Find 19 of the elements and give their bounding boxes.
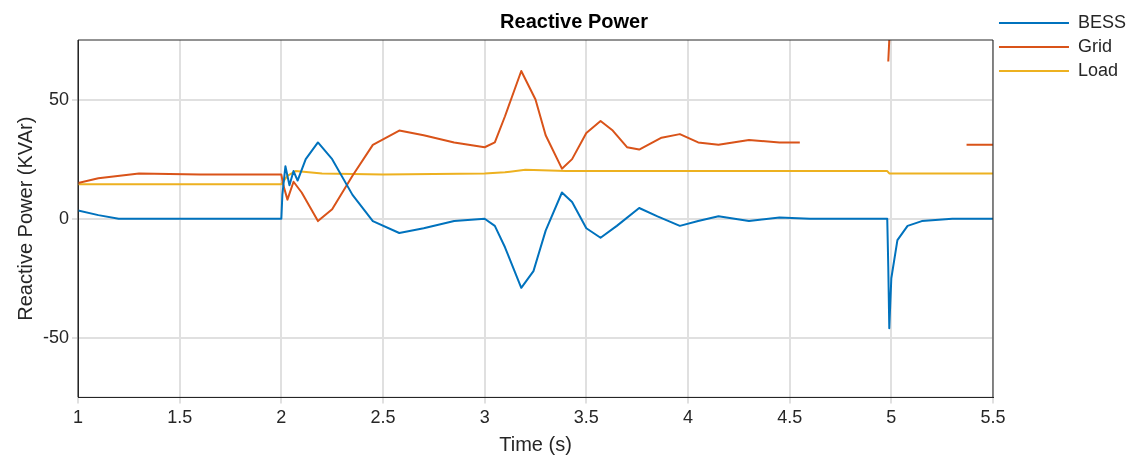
- x-tick-label: 4.5: [777, 407, 803, 428]
- chart-title: Reactive Power: [500, 9, 649, 32]
- y-tick-label: 0: [59, 207, 70, 228]
- legend-label: Load: [1077, 59, 1119, 80]
- x-tick-label: 4: [682, 407, 693, 428]
- y-tick-label: -50: [43, 326, 70, 347]
- x-tick-label: 1: [73, 407, 84, 428]
- x-tick-label: 3: [479, 407, 490, 428]
- x-tick-label: 5.5: [980, 407, 1006, 428]
- x-axis-title: Time (s): [499, 432, 572, 455]
- x-tick-label: 1.5: [167, 407, 193, 428]
- x-tick-label: 2: [276, 407, 287, 428]
- x-tick-label: 3.5: [573, 407, 599, 428]
- x-tick-label: 2.5: [370, 407, 396, 428]
- legend-label: BESS: [1077, 11, 1127, 32]
- y-axis-title: Reactive Power (KVAr): [13, 116, 36, 321]
- y-tick-label: 50: [48, 88, 70, 109]
- x-tick-label: 5: [886, 407, 897, 428]
- legend-label: Grid: [1077, 35, 1112, 56]
